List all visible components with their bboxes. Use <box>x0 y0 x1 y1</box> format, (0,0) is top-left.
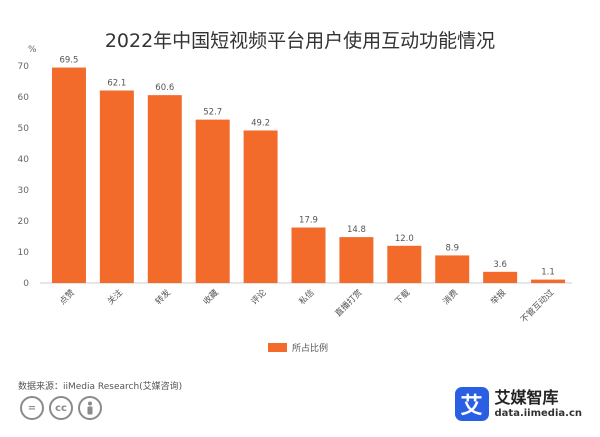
bar-value-label: 8.9 <box>445 243 459 253</box>
y-tick-label: 0 <box>23 279 29 289</box>
chart-title: 2022年中国短视频平台用户使用互动功能情况 <box>104 30 496 52</box>
bar-value-label: 49.2 <box>251 118 270 128</box>
y-tick-label: 30 <box>18 186 30 196</box>
y-tick-label: 40 <box>18 155 30 165</box>
bar <box>531 279 566 283</box>
x-category-label: 评论 <box>249 287 269 307</box>
bars <box>51 67 566 284</box>
bar-value-label: 12.0 <box>395 234 414 244</box>
bar <box>243 130 278 283</box>
x-category-label: 关注 <box>105 287 125 307</box>
x-category-label: 点赞 <box>57 287 77 307</box>
brand-logo: 艾 <box>454 387 489 421</box>
x-category-label: 转发 <box>153 287 173 307</box>
brand: 艾 艾媒智库 data.iimedia.cn <box>454 387 582 421</box>
y-tick-label: 10 <box>18 248 30 258</box>
x-category-label: 私信 <box>297 287 317 307</box>
legend-swatch <box>268 343 287 352</box>
x-category-label: 收藏 <box>201 287 221 307</box>
y-tick-label: 70 <box>18 62 30 72</box>
bar-value-label: 52.7 <box>203 108 222 118</box>
bar-value-label: 17.9 <box>299 216 318 226</box>
brand-name: 艾媒智库 <box>494 387 559 407</box>
bar-value-label: 1.1 <box>541 268 555 278</box>
y-axis-unit: % <box>28 45 37 55</box>
x-category-label: 直播打赏 <box>333 287 365 319</box>
bar <box>435 255 470 283</box>
bar <box>99 90 134 284</box>
bar-value-label: 3.6 <box>493 260 507 270</box>
y-tick-label: 50 <box>18 124 30 134</box>
cc-icon: cc <box>49 396 73 420</box>
bar <box>387 245 422 283</box>
x-category-label: 举报 <box>488 287 508 307</box>
x-category-label: 不管互动过 <box>518 287 556 325</box>
legend-label: 所占比例 <box>292 344 329 354</box>
person-icon <box>78 396 102 420</box>
y-axis: 0 10 20 30 40 50 60 70 <box>18 62 30 289</box>
bar <box>195 119 230 283</box>
bar-value-label: 14.8 <box>347 225 366 235</box>
category-labels: 点赞 关注 转发 收藏 评论 私信 直播打赏 下载 消费 举报 不管互动过 <box>57 287 556 325</box>
bar <box>51 67 86 283</box>
legend: 所占比例 <box>268 341 328 354</box>
bar <box>147 95 182 283</box>
y-tick-label: 60 <box>18 93 30 103</box>
x-category-label: 消费 <box>441 287 461 307</box>
x-category-label: 下载 <box>393 287 413 307</box>
license-icons: = cc <box>20 396 102 420</box>
bar-value-label: 69.5 <box>59 56 78 66</box>
bar-value-label: 60.6 <box>155 83 174 93</box>
equals-icon: = <box>20 396 44 420</box>
bar <box>291 227 326 283</box>
value-labels: 69.5 62.1 60.6 52.7 49.2 17.9 14.8 12.0 8.9 3.6 1.… <box>59 56 554 278</box>
bar-value-label: 62.1 <box>107 78 126 88</box>
bar <box>339 237 374 283</box>
bar <box>483 271 518 283</box>
source-note: 数据来源：iiMedia Research(艾媒咨询) <box>18 382 183 392</box>
brand-url: data.iimedia.cn <box>494 407 582 419</box>
y-tick-label: 20 <box>18 217 30 227</box>
